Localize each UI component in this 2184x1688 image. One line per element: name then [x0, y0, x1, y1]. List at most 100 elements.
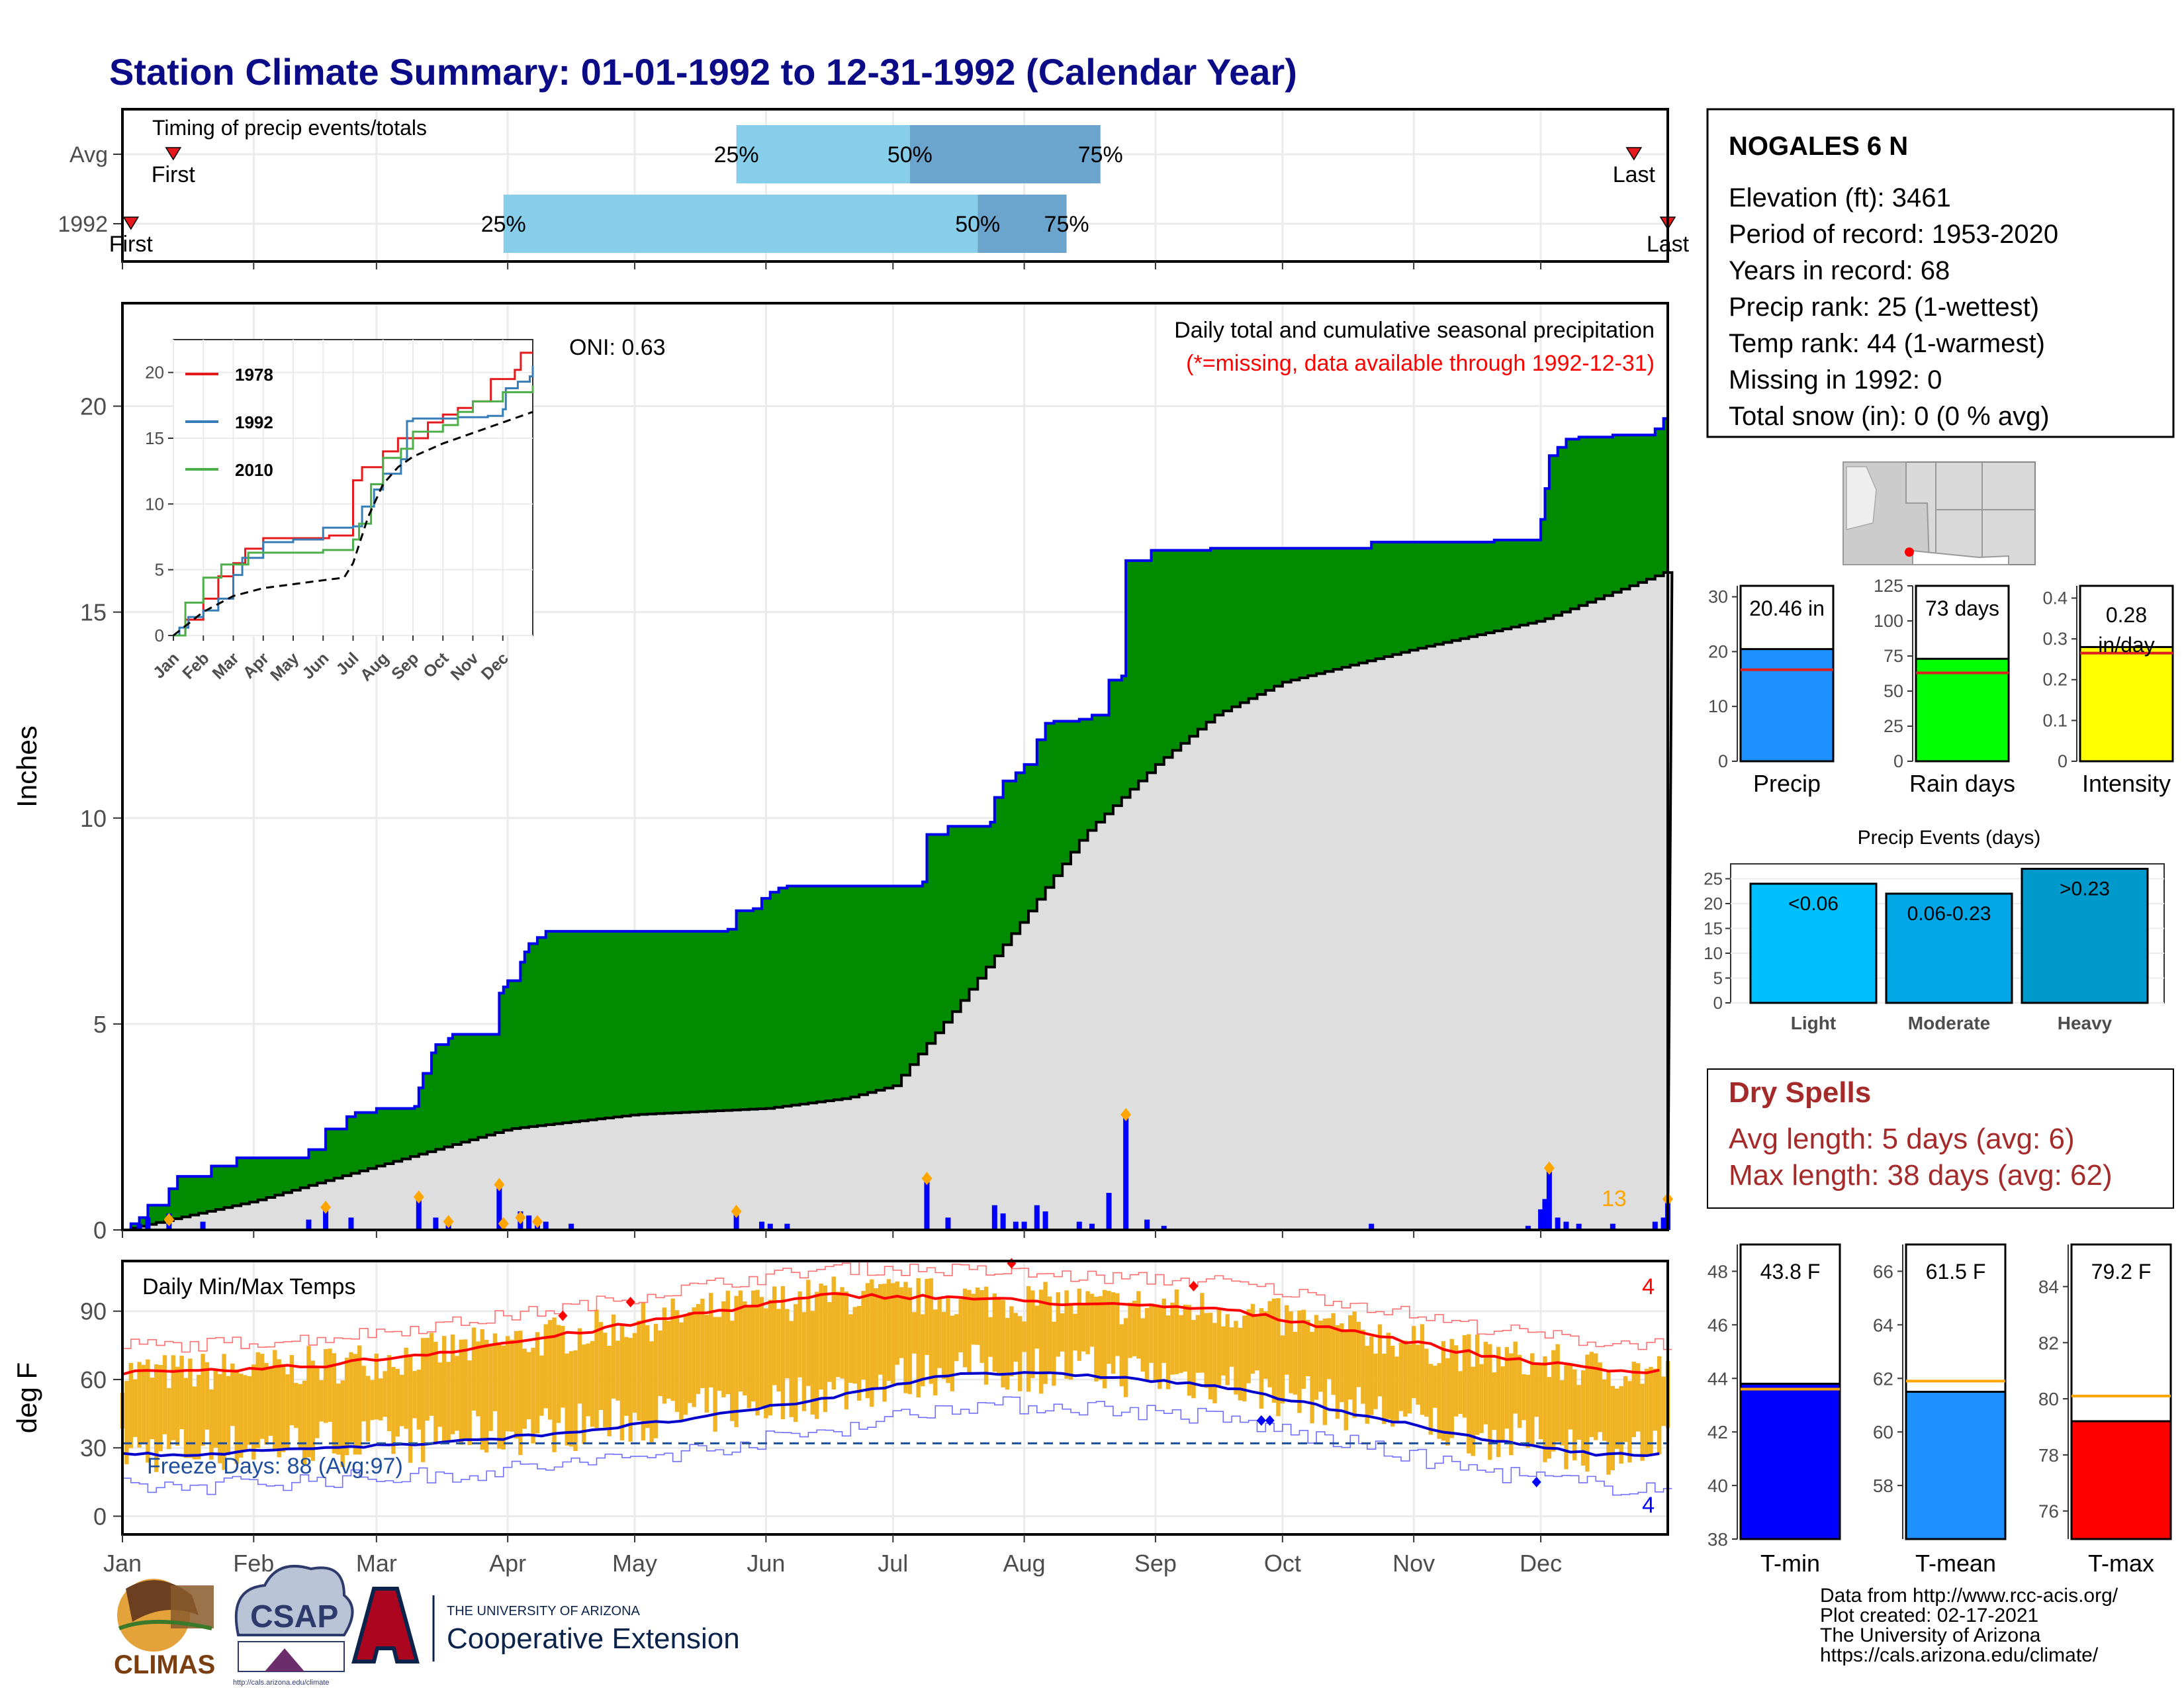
daily-temp-range-bar — [1373, 1353, 1378, 1409]
record-precip-marker — [731, 1205, 742, 1218]
daily-precip-bar — [767, 1223, 773, 1230]
daily-temp-range-bar — [1420, 1324, 1425, 1415]
daily-temp-range-bar — [488, 1345, 493, 1431]
summary-bar-rain-days — [1915, 657, 2010, 763]
record-high-marker — [625, 1296, 635, 1307]
daily-temp-range-bar — [1538, 1364, 1543, 1440]
daily-temp-range-bar — [958, 1299, 963, 1352]
daily-temp-range-bar — [450, 1335, 455, 1434]
daily-temp-range-bar — [128, 1362, 133, 1448]
daily-temp-range-bar — [747, 1305, 751, 1409]
daily-temp-range-bar — [205, 1362, 210, 1430]
daily-temp-range-bar — [874, 1288, 878, 1389]
daily-temp-range-bar — [222, 1354, 226, 1470]
daily-temp-range-bar — [1369, 1336, 1374, 1415]
daily-temp-range-bar — [1085, 1291, 1090, 1354]
temp-x-tick-label: Apr — [489, 1550, 526, 1577]
daily-temp-range-bar — [1382, 1353, 1387, 1425]
daily-temp-range-bar — [709, 1293, 713, 1387]
daily-precip-bar — [1144, 1219, 1150, 1230]
timing-row-label: 1992 — [58, 212, 108, 237]
daily-temp-range-bar — [950, 1315, 955, 1391]
events-bar-label: <0.06 — [1788, 893, 1839, 915]
temp-summary-y-tick-label: 84 — [2038, 1277, 2059, 1297]
daily-temp-range-bar — [1475, 1335, 1480, 1435]
temp-summary-y-tick-label: 64 — [1873, 1315, 1893, 1335]
summary-y-tick-label: 0 — [2058, 751, 2068, 771]
daily-precip-bar — [136, 1223, 142, 1230]
inset-y-tick-label: 20 — [145, 363, 164, 383]
daily-temp-range-bar — [298, 1383, 302, 1449]
temp-summary-value: 61.5 F — [1926, 1260, 1986, 1284]
summary-y-tick-label: 75 — [1884, 646, 1903, 666]
daily-temp-range-bar — [209, 1389, 214, 1460]
daily-temp-range-bar — [586, 1343, 590, 1417]
summary-y-tick-label: 25 — [1884, 716, 1903, 736]
daily-temp-range-bar — [1094, 1296, 1099, 1382]
daily-temp-range-bar — [1293, 1332, 1298, 1395]
footer-line-data: Data from http://www.rcc-acis.org/ — [1820, 1585, 2118, 1607]
daily-temp-range-bar — [531, 1348, 535, 1444]
daily-temp-range-bar — [721, 1301, 726, 1397]
daily-temp-range-bar — [1657, 1356, 1662, 1454]
temp-x-tick-label: Nov — [1392, 1550, 1435, 1577]
daily-temp-range-bar — [582, 1344, 586, 1444]
university-of-arizona-logo: THE UNIVERSITY OF ARIZONA Cooperative Ex… — [351, 1587, 740, 1664]
daily-temp-range-bar — [1165, 1315, 1171, 1389]
daily-precip-bar — [1563, 1221, 1569, 1230]
daily-temp-range-bar — [1322, 1318, 1328, 1425]
daily-temp-range-bar — [738, 1290, 743, 1392]
page-title: Station Climate Summary: 01-01-1992 to 1… — [109, 51, 1297, 93]
daily-temp-range-bar — [1356, 1321, 1361, 1387]
daily-temp-range-bar — [962, 1288, 968, 1368]
daily-precip-bar — [526, 1215, 532, 1230]
daily-temp-range-bar — [1242, 1315, 1247, 1402]
last-event-marker — [1625, 147, 1643, 161]
daily-precip-bar — [348, 1217, 354, 1230]
temp-summary-bar-t-min — [1739, 1382, 1841, 1540]
daily-precip-bar — [145, 1217, 151, 1230]
daily-temp-range-bar — [379, 1378, 383, 1421]
events-category-label: Heavy — [2058, 1013, 2113, 1033]
daily-temp-range-bar — [937, 1298, 942, 1368]
csap-text: CSAP — [250, 1599, 338, 1634]
precip-y-tick-label: 20 — [80, 393, 107, 420]
record-precip-marker — [515, 1211, 526, 1225]
daily-temp-range-bar — [319, 1380, 324, 1422]
daily-temp-range-bar — [196, 1375, 201, 1460]
daily-temp-range-bar — [645, 1325, 650, 1429]
daily-temp-range-bar — [831, 1276, 836, 1390]
daily-temp-range-bar — [471, 1327, 477, 1411]
csap-url: http://cals.arizona.edu/climate — [233, 1679, 330, 1687]
daily-temp-range-bar — [946, 1298, 950, 1383]
daily-temp-range-bar — [251, 1364, 256, 1460]
daily-temp-range-bar — [743, 1301, 747, 1395]
dry-spells-box: Dry Spells Avg length: 5 days (avg: 6) M… — [1707, 1068, 2174, 1209]
daily-temp-range-bar — [433, 1341, 438, 1443]
daily-temp-range-bar — [370, 1380, 375, 1421]
daily-temp-range-bar — [835, 1291, 841, 1378]
daily-temp-range-bar — [425, 1338, 430, 1421]
temp-summary-bar-t-max — [2070, 1420, 2172, 1540]
daily-temp-range-bar — [1365, 1346, 1369, 1424]
daily-temp-range-bar — [146, 1359, 150, 1463]
record-high-marker — [1189, 1280, 1199, 1291]
first-event-label: First — [109, 232, 154, 257]
daily-temp-range-bar — [158, 1365, 163, 1452]
daily-temp-range-bar — [573, 1350, 578, 1452]
daily-temp-range-bar — [1301, 1309, 1306, 1389]
record-precip-marker — [531, 1215, 543, 1229]
daily-temp-range-bar — [844, 1291, 849, 1410]
daily-temp-range-bar — [1631, 1362, 1637, 1438]
daily-temp-range-bar — [1259, 1308, 1264, 1409]
daily-precip-bar — [1538, 1209, 1544, 1230]
daily-temp-range-bar — [340, 1380, 345, 1467]
daily-precip-bar — [1000, 1213, 1006, 1230]
daily-temp-range-bar — [1331, 1313, 1336, 1395]
daily-temp-range-bar — [1343, 1332, 1349, 1430]
daily-temp-range-bar — [920, 1314, 925, 1387]
daily-temp-range-bar — [1594, 1353, 1598, 1440]
daily-temp-range-bar — [441, 1336, 447, 1443]
daily-temp-range-bar — [353, 1354, 358, 1455]
daily-temp-range-bar — [1559, 1380, 1565, 1446]
